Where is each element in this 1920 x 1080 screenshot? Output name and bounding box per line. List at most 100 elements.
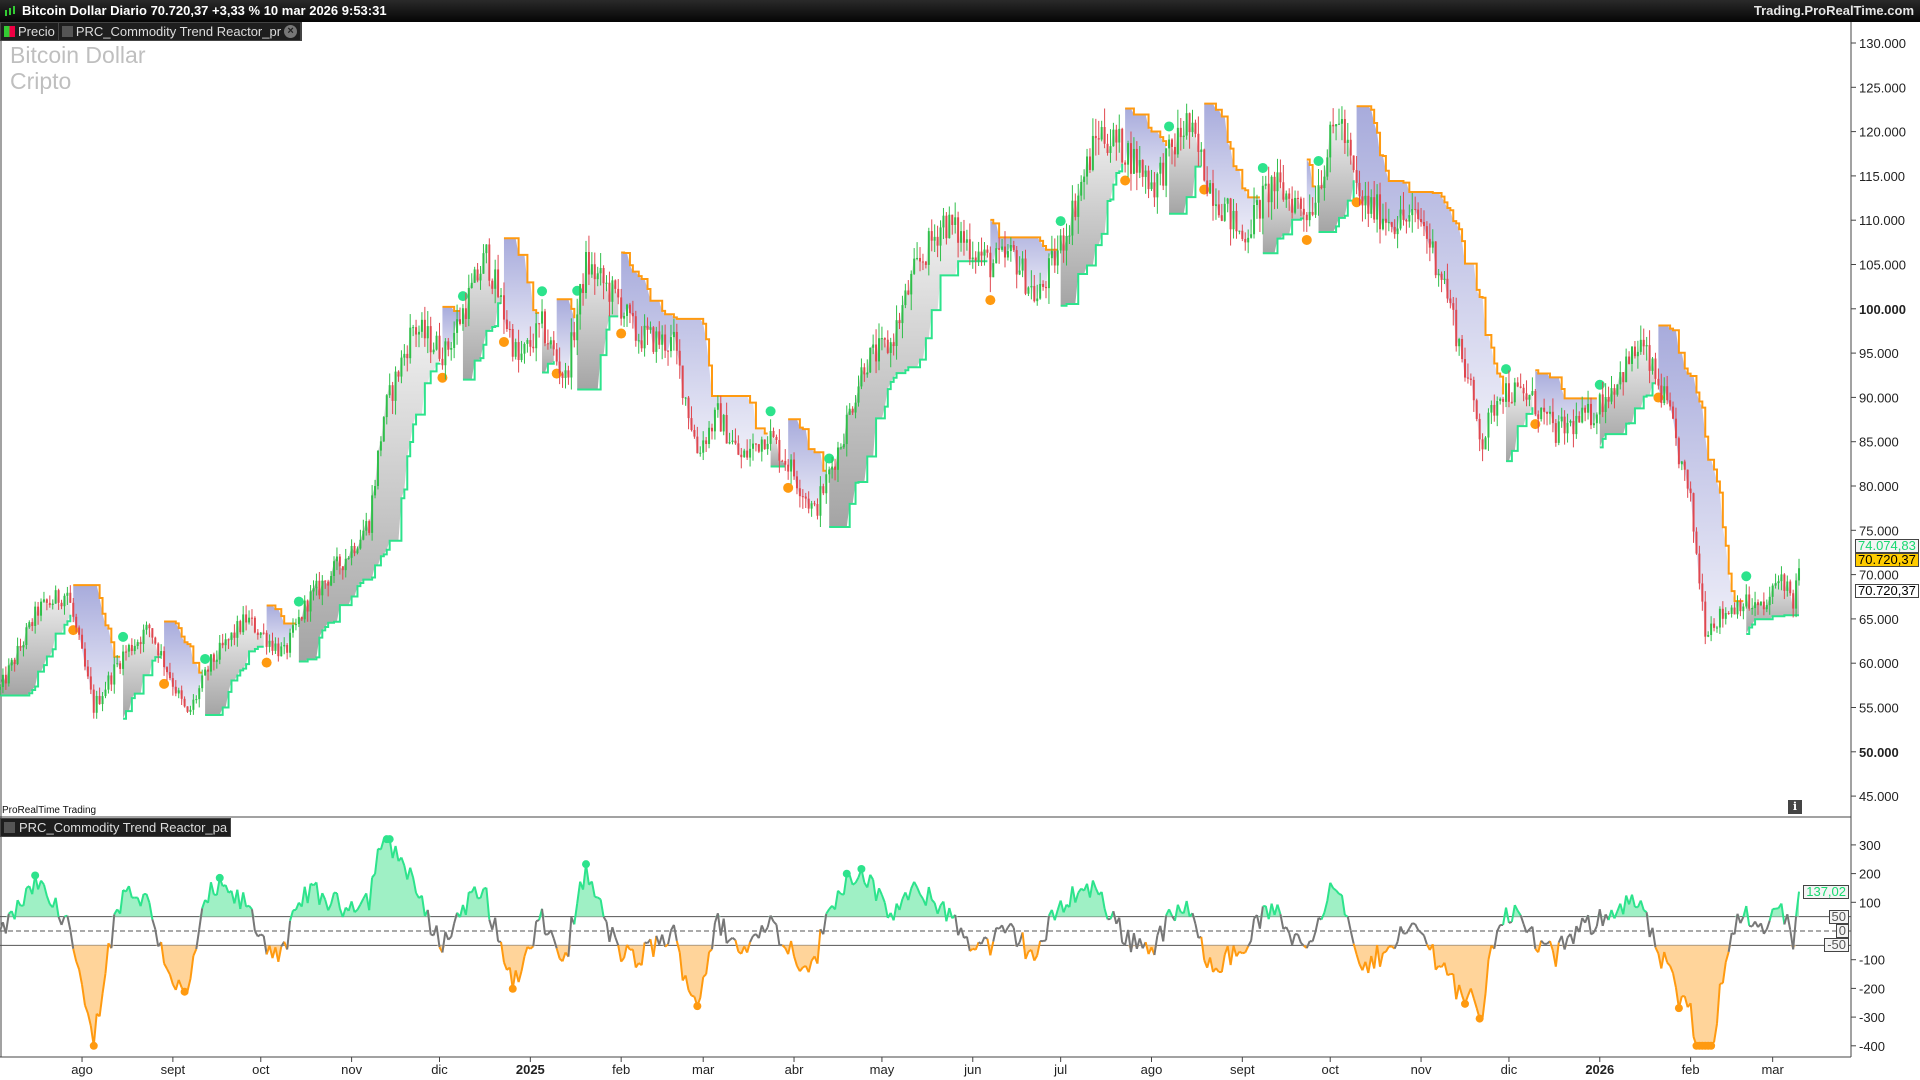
indicator-line-segment xyxy=(1613,910,1619,919)
candle-body xyxy=(333,561,336,577)
candle-body xyxy=(415,327,418,335)
candle-body xyxy=(201,675,204,689)
candle-body xyxy=(1083,176,1086,182)
price-tick-label: 55.000 xyxy=(1859,701,1899,716)
indicator-line-segment xyxy=(924,886,930,906)
indicator-line-segment xyxy=(1795,891,1801,917)
indicator-line-segment xyxy=(825,908,831,915)
bull-trend-fill xyxy=(1060,127,1123,306)
tab-indicator[interactable]: PRC_Commodity Trend Reactor_pr × xyxy=(59,23,302,40)
indicator-line-segment xyxy=(942,901,948,922)
candle-body xyxy=(1411,209,1414,216)
indicator-line-segment xyxy=(1173,904,1179,921)
candle-body xyxy=(19,645,22,648)
candle-body xyxy=(1288,193,1291,199)
indicator-trough-dot xyxy=(89,1041,98,1050)
candle-body xyxy=(239,621,242,633)
indicator-line-segment xyxy=(702,973,707,978)
indicator-tick-label: 300 xyxy=(1859,838,1881,853)
indicator-line-segment xyxy=(687,989,693,997)
indicator-line-segment xyxy=(1338,892,1343,897)
indicator-line-segment xyxy=(254,930,259,937)
date-tick-label: nov xyxy=(341,1062,362,1077)
candle-body xyxy=(78,627,81,635)
candle-body xyxy=(798,488,801,497)
candle-body xyxy=(1027,287,1030,294)
indicator-line-segment xyxy=(678,952,684,981)
indicator-tick-label: 200 xyxy=(1859,867,1881,882)
candle-body xyxy=(16,645,19,665)
candle-body xyxy=(517,342,520,361)
indicator-trough-dot xyxy=(1475,1014,1484,1023)
indicator-line-segment xyxy=(936,904,942,915)
price-tick-label: 70.000 xyxy=(1859,568,1899,583)
indicator-line-segment xyxy=(1472,998,1478,1009)
candle-body xyxy=(1595,414,1598,424)
indicator-line-segment xyxy=(708,948,713,953)
bull-trend-fill xyxy=(829,214,988,527)
candle-body xyxy=(233,632,236,638)
indicator-line-segment xyxy=(1168,908,1173,917)
indicator-line-segment xyxy=(310,882,315,887)
indicator-panel-tab[interactable]: PRC_Commodity Trend Reactor_pa xyxy=(0,818,232,837)
candle-body xyxy=(1270,176,1273,203)
indicator-line-segment xyxy=(209,882,215,895)
indicator-line-segment xyxy=(1153,935,1159,956)
candle-body xyxy=(426,326,429,339)
indicator-line-segment xyxy=(1431,944,1437,970)
candle-body xyxy=(259,632,262,635)
indicator-line-segment xyxy=(1379,952,1384,967)
candle-body xyxy=(602,268,605,284)
candle-body xyxy=(1484,437,1487,450)
indicator-line-segment xyxy=(822,913,828,935)
indicator-line-segment xyxy=(441,931,447,953)
indicator-line-segment xyxy=(1505,907,1510,924)
indicator-trough-dot xyxy=(1461,999,1469,1008)
bear-trend-fill xyxy=(1125,108,1167,198)
indicator-line-segment xyxy=(1724,951,1730,963)
candle-body xyxy=(1182,135,1185,138)
candle-body xyxy=(1036,298,1039,302)
bear-trend-line xyxy=(788,418,827,472)
tab-precio[interactable]: Precio xyxy=(1,23,59,40)
candle-body xyxy=(1384,218,1387,223)
candle-body xyxy=(1431,241,1434,248)
candle-body xyxy=(1683,461,1686,470)
indicator-line-segment xyxy=(174,979,180,991)
indicator-line-segment xyxy=(892,903,898,921)
candle-body xyxy=(245,614,248,623)
indicator-line-segment xyxy=(1200,936,1206,961)
candle-body xyxy=(256,632,259,635)
candle-body xyxy=(848,408,851,415)
candle-body xyxy=(1018,270,1021,275)
candle-body xyxy=(277,643,280,657)
candle-body xyxy=(297,617,300,625)
candle-body xyxy=(459,319,462,324)
indicator-line-segment xyxy=(1279,913,1285,930)
candle-body xyxy=(1771,585,1774,597)
candle-body xyxy=(664,334,667,351)
candle-body xyxy=(215,659,218,662)
candle-body xyxy=(183,698,186,707)
info-icon[interactable]: i xyxy=(1788,800,1802,814)
candle-body xyxy=(1109,146,1112,153)
candle-body xyxy=(558,361,561,374)
candle-body xyxy=(561,373,564,378)
candle-body xyxy=(637,340,640,342)
close-icon[interactable]: × xyxy=(284,25,298,38)
candle-body xyxy=(1417,209,1420,219)
indicator-line-segment xyxy=(1088,880,1094,898)
indicator-line-segment xyxy=(1502,907,1508,926)
candle-body xyxy=(1030,285,1033,288)
candle-body xyxy=(1381,218,1384,230)
price-chart-tabs: Precio PRC_Commodity Trend Reactor_pr × xyxy=(0,22,303,41)
candle-body xyxy=(523,343,526,354)
candle-body xyxy=(157,643,160,656)
candle-body xyxy=(1080,181,1083,196)
candle-body xyxy=(292,625,294,633)
candle-body xyxy=(1364,195,1367,206)
indicator-line-segment xyxy=(101,973,107,994)
indicator-line-segment xyxy=(1077,888,1082,894)
site-link[interactable]: Trading.ProRealTime.com xyxy=(1753,3,1914,18)
